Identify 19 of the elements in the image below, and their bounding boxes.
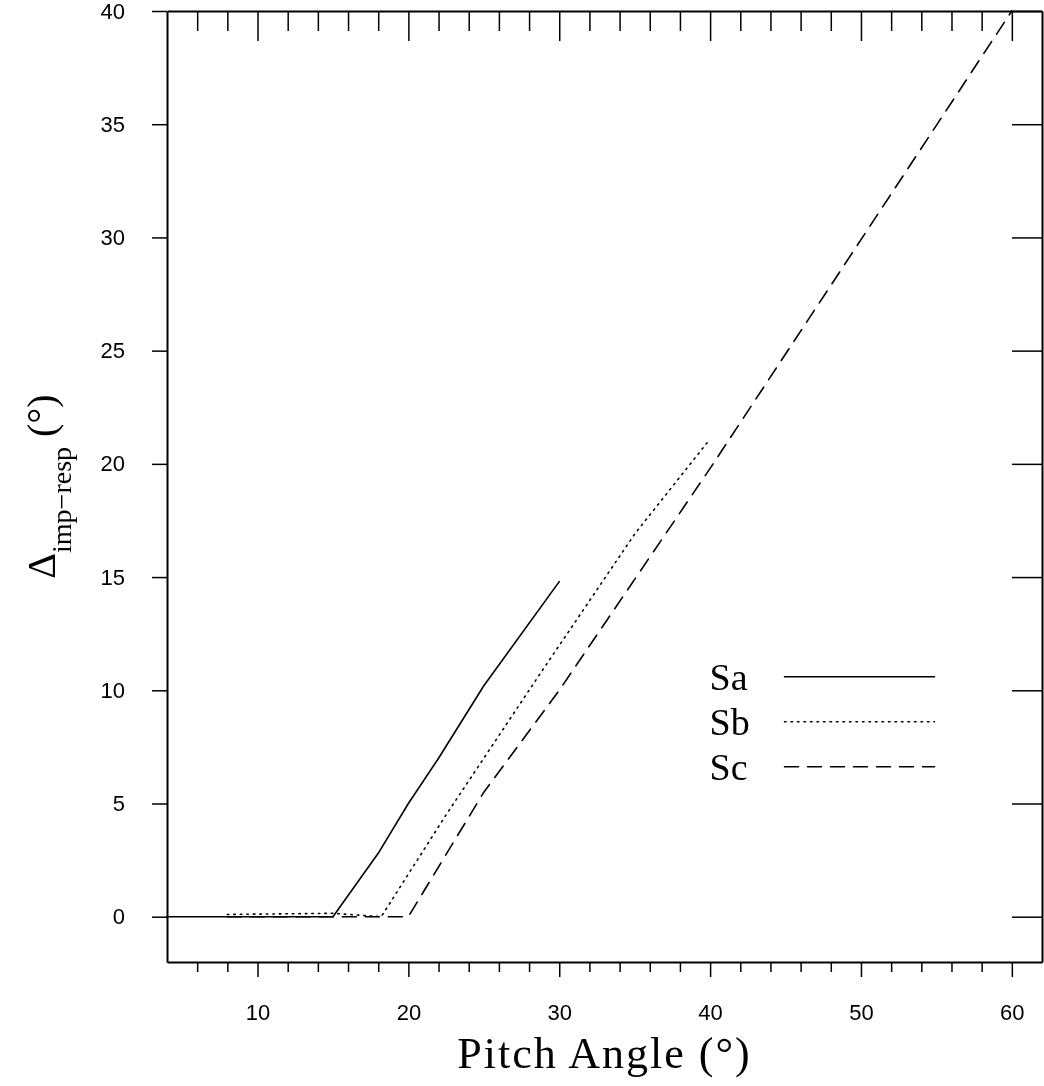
x-tick-label: 30 <box>547 999 572 1025</box>
y-tick-label: 40 <box>100 0 125 24</box>
y-tick-label: 30 <box>100 224 125 250</box>
legend-label: Sb <box>709 701 750 743</box>
y-tick-label: 15 <box>100 564 125 590</box>
y-tick-label: 0 <box>112 904 125 930</box>
x-tick-label: 60 <box>1000 999 1025 1025</box>
x-tick-label: 40 <box>698 999 723 1025</box>
y-tick-label: 5 <box>112 791 125 817</box>
y-tick-label: 10 <box>100 677 125 703</box>
y-tick-label: 35 <box>100 111 125 137</box>
x-axis-title: Pitch Angle (°) <box>457 1029 752 1078</box>
y-tick-label: 20 <box>100 451 125 477</box>
x-tick-label: 10 <box>245 999 271 1025</box>
legend-label: Sa <box>709 656 748 698</box>
x-tick-label: 50 <box>849 999 874 1025</box>
y-tick-label: 25 <box>100 338 125 364</box>
x-tick-label: 20 <box>396 999 422 1025</box>
legend-label: Sc <box>709 746 748 788</box>
